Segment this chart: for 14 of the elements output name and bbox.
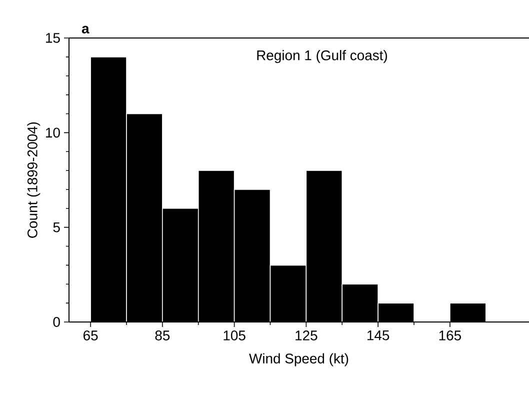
y-tick-label: 5: [53, 222, 60, 232]
y-tick-label: 0: [53, 317, 60, 327]
y-tick-label: 15: [46, 33, 60, 43]
x-tick-label: 125: [296, 330, 318, 340]
x-tick-label: 105: [224, 330, 246, 340]
x-tick-label: 165: [439, 330, 461, 340]
text: a: [82, 26, 90, 34]
text: Region 1 (Gulf coast): [257, 50, 388, 64]
x-tick-label: 145: [367, 330, 390, 340]
y-axis-title: Count (1899-2004): [27, 122, 40, 238]
x-tick-label: 65: [84, 330, 98, 340]
x-tick-label: 85: [155, 330, 170, 340]
y-tick-label: 10: [46, 128, 60, 138]
x-axis-title: Wind Speed (kt): [249, 353, 348, 366]
